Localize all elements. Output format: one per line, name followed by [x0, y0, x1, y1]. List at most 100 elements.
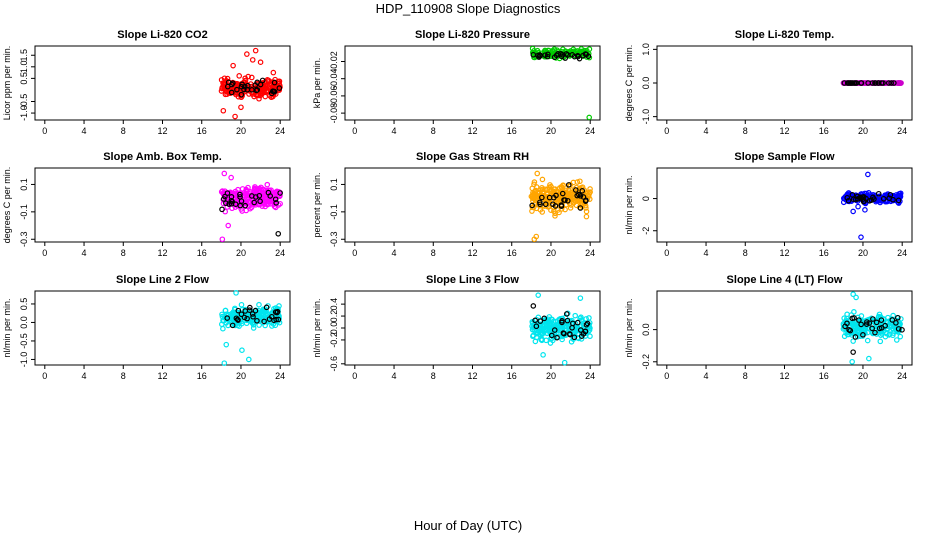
subset-data-point [529, 202, 535, 209]
y-tick-label: 0.4 [329, 298, 339, 311]
data-point [869, 329, 876, 335]
subset-data-point [559, 51, 566, 58]
subset-data-point [563, 311, 570, 317]
data-point [539, 327, 546, 333]
data-point [567, 205, 574, 211]
data-point [225, 222, 232, 229]
plot-frame [34, 45, 291, 121]
subset-data-point [850, 349, 856, 355]
subset-data-point [244, 315, 250, 322]
x-tick-label: 8 [743, 248, 748, 258]
x-tick-label: 24 [897, 371, 907, 381]
data-point [858, 313, 865, 319]
data-point [265, 84, 272, 91]
x-tick-label: 0 [664, 248, 669, 258]
data-point [552, 213, 558, 219]
data-point [539, 176, 546, 183]
subset-data-point [224, 83, 231, 90]
data-point [247, 205, 253, 212]
x-tick-label: 12 [779, 248, 789, 258]
subset-data-point [583, 321, 590, 328]
subset-data-point [252, 307, 259, 314]
subset-data-point [895, 326, 902, 332]
subset-data-point [572, 187, 579, 193]
subset-data-point [858, 321, 864, 328]
data-point [220, 325, 226, 332]
y-tick-label: -0.6 [329, 356, 339, 372]
subset-data-point [558, 203, 565, 209]
data-point [858, 234, 864, 240]
subset-data-point [845, 197, 852, 204]
x-tick-label: 4 [82, 371, 87, 381]
data-point [262, 309, 268, 315]
x-tick-label: 8 [431, 371, 436, 381]
data-point [855, 203, 861, 210]
subset-data-point [533, 323, 540, 330]
data-point [530, 192, 536, 198]
y-tick-label: -0.04 [329, 68, 339, 89]
data-point [864, 337, 871, 344]
subset-data-point [263, 304, 270, 311]
data-point [256, 301, 262, 308]
subset-data-point [851, 315, 857, 321]
data-point [849, 358, 855, 365]
data-point [578, 336, 585, 342]
x-tick-label: 4 [704, 126, 709, 136]
subset-data-point [580, 194, 587, 200]
x-tick-label: 20 [858, 126, 868, 136]
data-point [238, 104, 244, 111]
x-tick-label: 16 [197, 126, 207, 136]
subset-data-point [578, 333, 585, 339]
subset-data-point [551, 194, 557, 201]
data-point [542, 186, 548, 193]
x-tick-label: 12 [467, 126, 477, 136]
data-point [568, 202, 574, 208]
subset-data-point [560, 330, 567, 336]
data-point [850, 338, 856, 344]
subset-data-point [261, 318, 267, 325]
subset-data-point [542, 52, 548, 58]
y-tick-label: -1.0 [19, 352, 29, 368]
data-point [583, 213, 590, 220]
x-tick-label: 24 [897, 248, 907, 258]
subset-data-point [856, 317, 862, 323]
subset-data-point [855, 196, 861, 202]
subset-data-point [242, 308, 249, 314]
y-tick-label: 1.0 [19, 61, 29, 74]
data-point [232, 306, 238, 313]
x-tick-label: 24 [585, 126, 595, 136]
subset-data-point [565, 182, 572, 188]
data-point [261, 308, 267, 315]
subset-data-point [229, 322, 236, 329]
subset-data-point [564, 317, 571, 324]
subset-data-point [872, 329, 878, 336]
x-tick-label: 12 [467, 248, 477, 258]
subset-data-point [228, 197, 235, 204]
x-tick-label: 16 [197, 371, 207, 381]
x-tick-label: 4 [704, 248, 709, 258]
subset-data-point [873, 319, 880, 326]
subset-data-point [846, 326, 852, 333]
data-point [866, 355, 872, 362]
y-tick-label: -0.08 [329, 103, 339, 124]
data-point [572, 198, 579, 204]
data-point [256, 322, 262, 328]
subset-data-point [885, 80, 892, 86]
data-point [550, 318, 557, 325]
subset-data-point [253, 87, 260, 94]
x-tick-label: 8 [431, 248, 436, 258]
x-tick-label: 16 [507, 371, 517, 381]
subset-data-point [564, 52, 571, 58]
subset-data-point [536, 54, 542, 60]
subset-data-point [554, 334, 560, 341]
data-point [531, 236, 538, 243]
data-point [538, 321, 544, 327]
y-tick-label: 0.2 [329, 310, 339, 323]
x-tick-label: 24 [275, 126, 285, 136]
subset-data-point [537, 201, 543, 208]
data-point [242, 77, 249, 84]
subset-data-point [273, 200, 279, 206]
data-point [222, 307, 229, 314]
x-tick-label: 24 [585, 248, 595, 258]
subset-data-point [539, 194, 545, 201]
